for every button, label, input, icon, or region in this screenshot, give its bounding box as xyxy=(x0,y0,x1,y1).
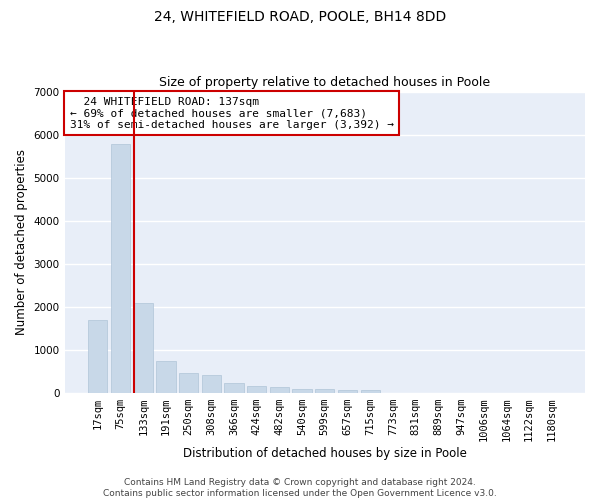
Bar xyxy=(315,390,334,393)
Bar xyxy=(270,387,289,393)
Text: 24 WHITEFIELD ROAD: 137sqm
← 69% of detached houses are smaller (7,683)
31% of s: 24 WHITEFIELD ROAD: 137sqm ← 69% of deta… xyxy=(70,96,394,130)
Bar xyxy=(111,144,130,393)
Bar xyxy=(202,375,221,393)
Y-axis label: Number of detached properties: Number of detached properties xyxy=(15,150,28,336)
Title: Size of property relative to detached houses in Poole: Size of property relative to detached ho… xyxy=(159,76,490,90)
Bar xyxy=(179,374,198,393)
Bar xyxy=(134,302,153,393)
Bar xyxy=(88,320,107,393)
Bar xyxy=(361,390,380,393)
Bar xyxy=(224,384,244,393)
Text: Contains HM Land Registry data © Crown copyright and database right 2024.
Contai: Contains HM Land Registry data © Crown c… xyxy=(103,478,497,498)
Bar xyxy=(247,386,266,393)
Bar xyxy=(292,388,312,393)
Bar xyxy=(156,360,176,393)
X-axis label: Distribution of detached houses by size in Poole: Distribution of detached houses by size … xyxy=(183,447,467,460)
Bar xyxy=(338,390,357,393)
Text: 24, WHITEFIELD ROAD, POOLE, BH14 8DD: 24, WHITEFIELD ROAD, POOLE, BH14 8DD xyxy=(154,10,446,24)
